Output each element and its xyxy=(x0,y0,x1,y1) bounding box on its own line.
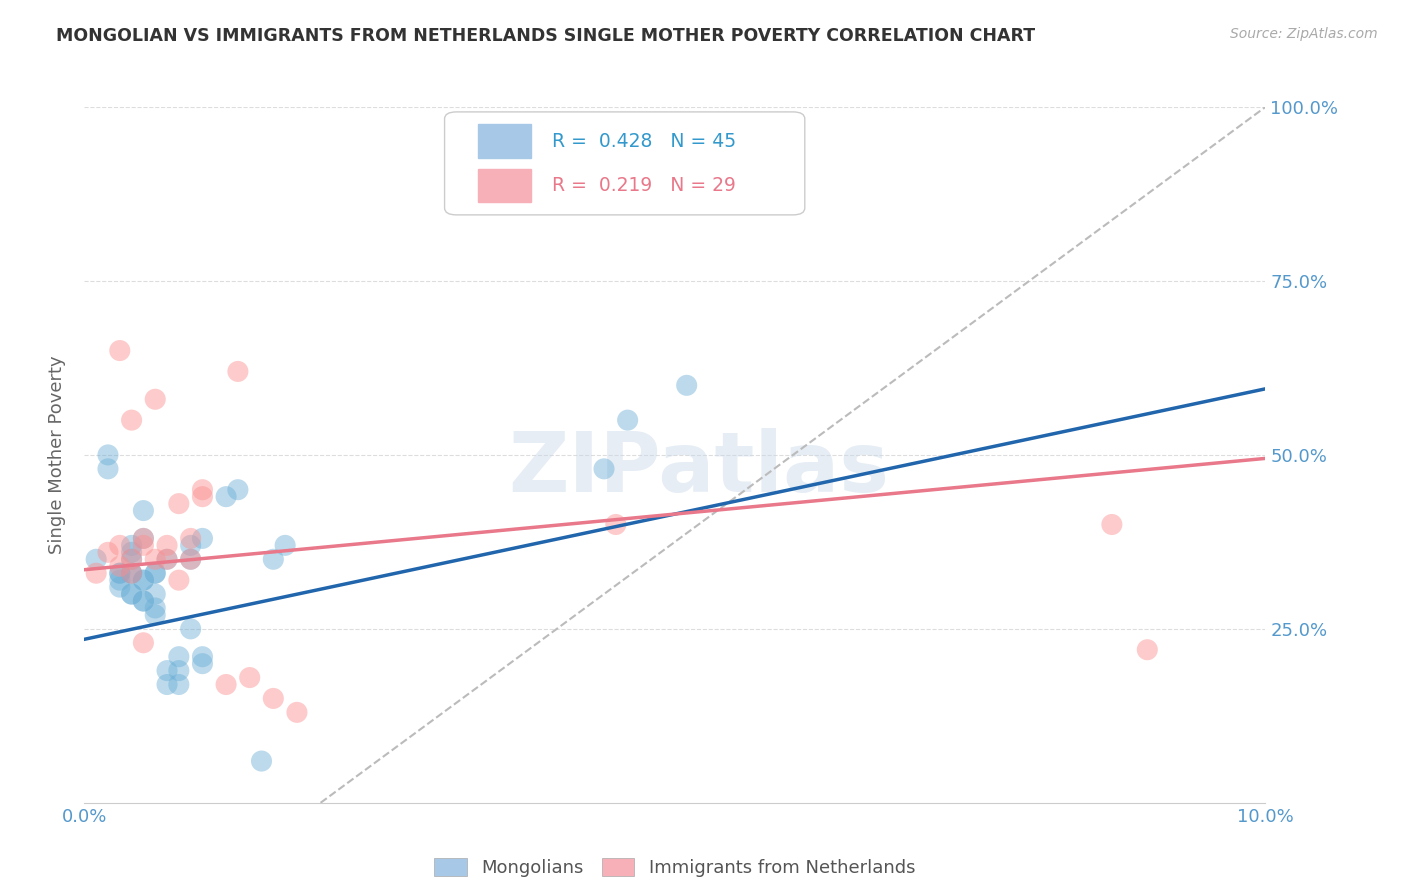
Point xyxy=(121,587,143,601)
Point xyxy=(180,552,202,566)
Y-axis label: Single Mother Poverty: Single Mother Poverty xyxy=(48,356,66,554)
Point xyxy=(84,552,107,566)
Point xyxy=(215,677,238,691)
Text: Source: ZipAtlas.com: Source: ZipAtlas.com xyxy=(1230,27,1378,41)
Point xyxy=(132,573,155,587)
Point xyxy=(143,552,166,566)
Point xyxy=(180,622,202,636)
Point xyxy=(250,754,273,768)
Point xyxy=(108,538,131,552)
Point xyxy=(108,580,131,594)
Text: ZIPatlas: ZIPatlas xyxy=(508,428,889,509)
Point xyxy=(132,594,155,608)
Text: MONGOLIAN VS IMMIGRANTS FROM NETHERLANDS SINGLE MOTHER POVERTY CORRELATION CHART: MONGOLIAN VS IMMIGRANTS FROM NETHERLANDS… xyxy=(56,27,1035,45)
Point xyxy=(239,671,262,685)
Point xyxy=(191,483,214,497)
Point xyxy=(605,517,627,532)
Point xyxy=(143,566,166,581)
Point xyxy=(156,664,179,678)
Point xyxy=(121,413,143,427)
Point xyxy=(167,677,190,691)
Point xyxy=(132,538,155,552)
Point xyxy=(593,462,616,476)
Point xyxy=(143,601,166,615)
Point xyxy=(108,566,131,581)
Point xyxy=(132,532,155,546)
Point xyxy=(97,545,120,559)
Point xyxy=(132,594,155,608)
Point xyxy=(191,532,214,546)
Point xyxy=(274,538,297,552)
Point xyxy=(108,573,131,587)
Bar xyxy=(478,124,531,158)
Text: R =  0.428   N = 45: R = 0.428 N = 45 xyxy=(553,132,737,151)
Point xyxy=(143,566,166,581)
Point xyxy=(167,649,190,664)
Point xyxy=(262,552,284,566)
Point xyxy=(121,538,143,552)
Point xyxy=(156,552,179,566)
Point xyxy=(143,607,166,622)
Point xyxy=(167,664,190,678)
Point xyxy=(180,552,202,566)
Point xyxy=(121,587,143,601)
Point xyxy=(1136,642,1159,657)
Point xyxy=(121,566,143,581)
FancyBboxPatch shape xyxy=(444,112,804,215)
Point xyxy=(180,538,202,552)
Point xyxy=(121,566,143,581)
Point xyxy=(156,677,179,691)
Point xyxy=(132,573,155,587)
Point xyxy=(108,559,131,574)
Text: R =  0.219   N = 29: R = 0.219 N = 29 xyxy=(553,176,735,195)
Point xyxy=(616,413,638,427)
Point xyxy=(675,378,697,392)
Point xyxy=(215,490,238,504)
Point xyxy=(143,587,166,601)
Point xyxy=(132,503,155,517)
Point xyxy=(97,448,120,462)
Point xyxy=(226,483,249,497)
Point xyxy=(132,532,155,546)
Point xyxy=(1101,517,1123,532)
Point xyxy=(191,657,214,671)
Point xyxy=(121,552,143,566)
Point xyxy=(121,545,143,559)
Point xyxy=(121,566,143,581)
Point xyxy=(132,636,155,650)
Point xyxy=(143,392,166,407)
Legend: Mongolians, Immigrants from Netherlands: Mongolians, Immigrants from Netherlands xyxy=(427,850,922,884)
Point xyxy=(167,497,190,511)
Point xyxy=(191,490,214,504)
Point xyxy=(156,552,179,566)
Point xyxy=(167,573,190,587)
Point xyxy=(84,566,107,581)
Point xyxy=(108,343,131,358)
Point xyxy=(121,552,143,566)
Point xyxy=(180,532,202,546)
Point xyxy=(285,706,308,720)
Bar xyxy=(478,169,531,202)
Point xyxy=(108,566,131,581)
Point xyxy=(262,691,284,706)
Point xyxy=(226,364,249,378)
Point xyxy=(156,538,179,552)
Point xyxy=(191,649,214,664)
Point xyxy=(97,462,120,476)
